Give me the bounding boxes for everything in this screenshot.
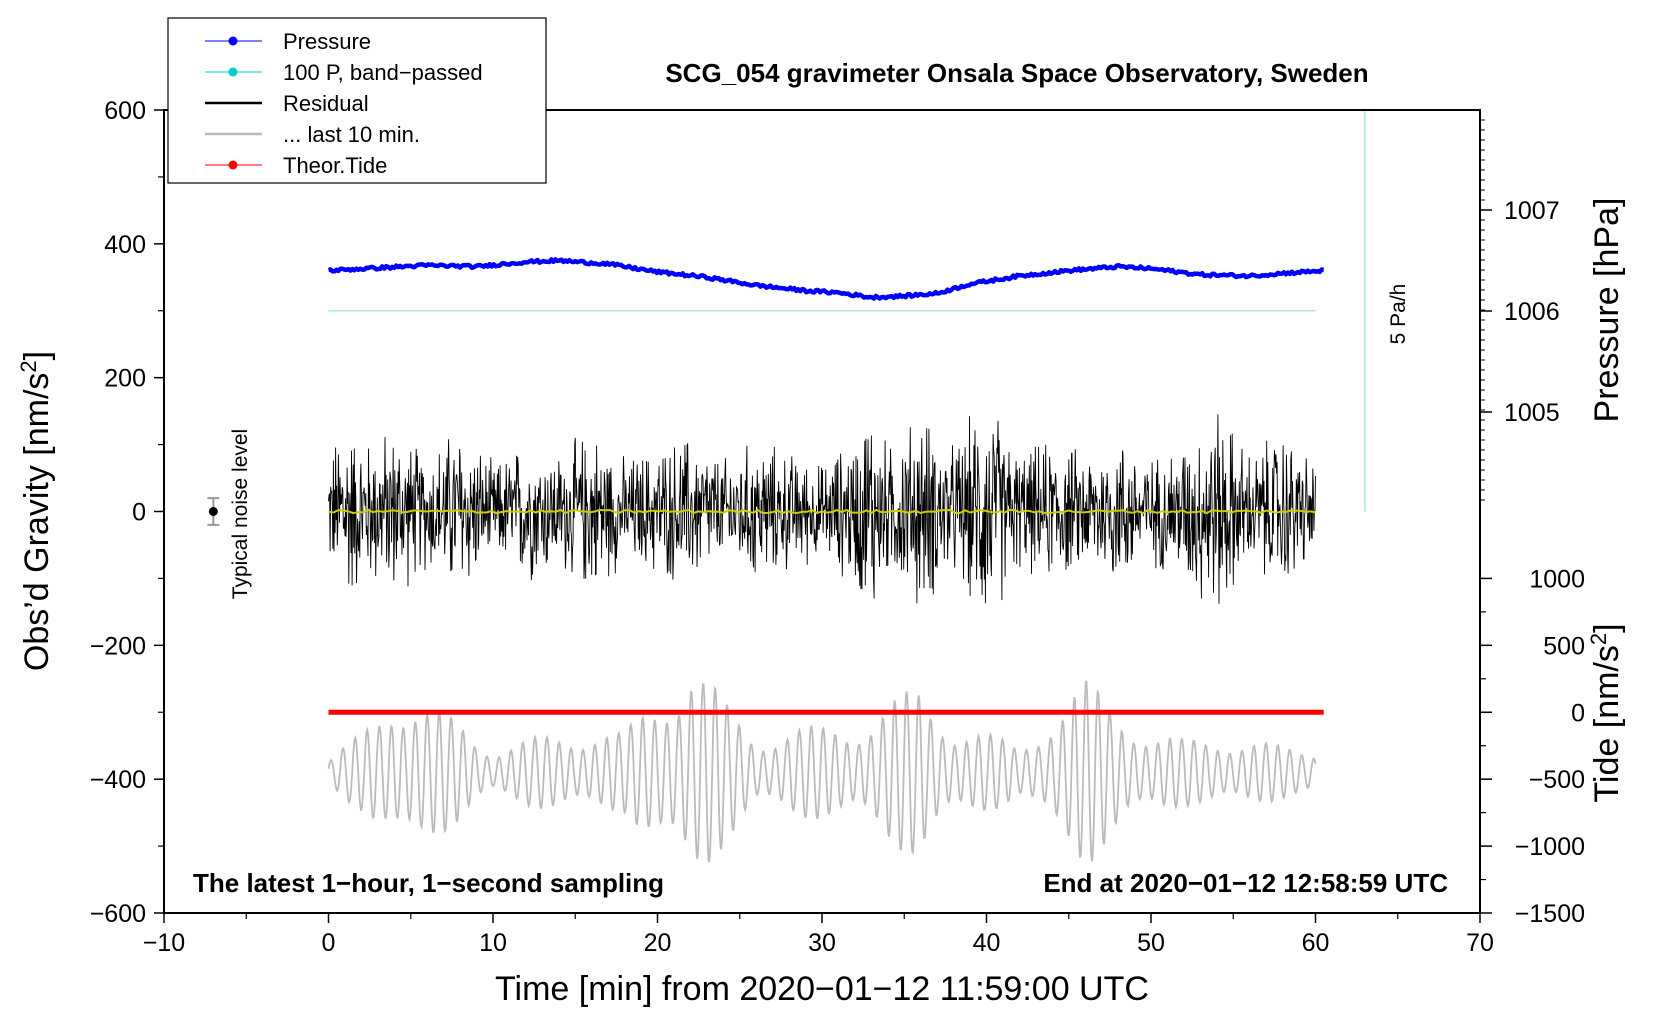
- tide-tick-label: −1000: [1515, 833, 1585, 861]
- last-10-min-line: [327, 680, 1317, 863]
- y-axis-title-left: Obs’d Gravity [nm/s2]: [16, 351, 56, 671]
- tide-tick-label: 1000: [1529, 565, 1585, 593]
- y-axis-title-pressure: Pressure [hPa]: [1588, 198, 1626, 423]
- y-tick-label: 600: [104, 97, 146, 125]
- y-tick-label: −200: [90, 632, 146, 660]
- series-layer: [207, 110, 1366, 863]
- y-axis-title-tide-text: Tide [nm/s: [1588, 645, 1626, 802]
- y-axis-title-left-close: ]: [18, 351, 56, 360]
- y-axis-title-tide-sup: 2: [1586, 633, 1611, 645]
- y-axis-title-left-text: Obs’d Gravity [nm/s: [18, 373, 56, 672]
- noise-label: Typical noise level: [229, 429, 252, 599]
- legend: Pressure 100 P, band−passed Residual ... la…: [167, 17, 547, 184]
- x-tick-label: 40: [973, 929, 1001, 957]
- rate-label: 5 Pa/h: [1387, 284, 1410, 345]
- y-tick-label: −400: [90, 766, 146, 794]
- legend-label: 100 P, band−passed: [283, 60, 483, 85]
- y-tick-label: 200: [104, 365, 146, 393]
- x-tick-label: 30: [808, 929, 836, 957]
- legend-label: ... last 10 min.: [283, 122, 420, 147]
- legend-label: Theor.Tide: [283, 153, 387, 178]
- legend-marker: [228, 67, 238, 77]
- x-tick-label: 70: [1466, 929, 1494, 957]
- pressure-tick-label: 1005: [1504, 399, 1560, 427]
- x-tick-label: 50: [1137, 929, 1165, 957]
- y-axis-title-left-sup: 2: [16, 360, 41, 372]
- tide-tick-label: −1500: [1515, 900, 1585, 928]
- footer-right: End at 2020−01−12 12:58:59 UTC: [1043, 868, 1448, 898]
- tide-tick-label: 500: [1543, 632, 1585, 660]
- legend-box: [167, 17, 547, 184]
- legend-label: Pressure: [283, 29, 371, 54]
- x-tick-label: −10: [143, 929, 185, 957]
- residual-line: [328, 414, 1316, 604]
- x-tick-label: 10: [479, 929, 507, 957]
- legend-entries: Pressure 100 P, band−passed Residual ... la…: [205, 29, 483, 178]
- x-tick-label: 60: [1302, 929, 1330, 957]
- x-tick-label: 0: [322, 929, 336, 957]
- legend-marker: [228, 36, 238, 46]
- legend-marker: [228, 160, 238, 170]
- tide-tick-label: −500: [1529, 766, 1585, 794]
- residual-mean-line: [328, 508, 1316, 515]
- pressure-tick-label: 1007: [1504, 197, 1560, 225]
- y-tick-label: −600: [90, 900, 146, 928]
- legend-label: Residual: [283, 91, 369, 116]
- chart-title: SCG_054 gravimeter Onsala Space Observat…: [665, 58, 1368, 88]
- axes-layer: −10 0 10 20 30 40 50 60 70 600 400 200 0 −200 −400 −600…: [90, 97, 1585, 957]
- y-tick-label: 0: [132, 499, 146, 527]
- x-axis-title: Time [min] from 2020−01−12 11:59:00 UTC: [495, 970, 1149, 1008]
- pressure-line: [328, 257, 1324, 301]
- noise-point: [208, 507, 218, 516]
- tide-tick-label: 0: [1571, 699, 1585, 727]
- y-axis-title-tide-close: ]: [1588, 623, 1626, 632]
- y-axis-title-tide: Tide [nm/s2]: [1586, 623, 1626, 802]
- footer-left: The latest 1−hour, 1−second sampling: [193, 868, 664, 898]
- y-tick-label: 400: [104, 231, 146, 259]
- pressure-tick-label: 1006: [1504, 298, 1560, 326]
- x-tick-label: 20: [644, 929, 672, 957]
